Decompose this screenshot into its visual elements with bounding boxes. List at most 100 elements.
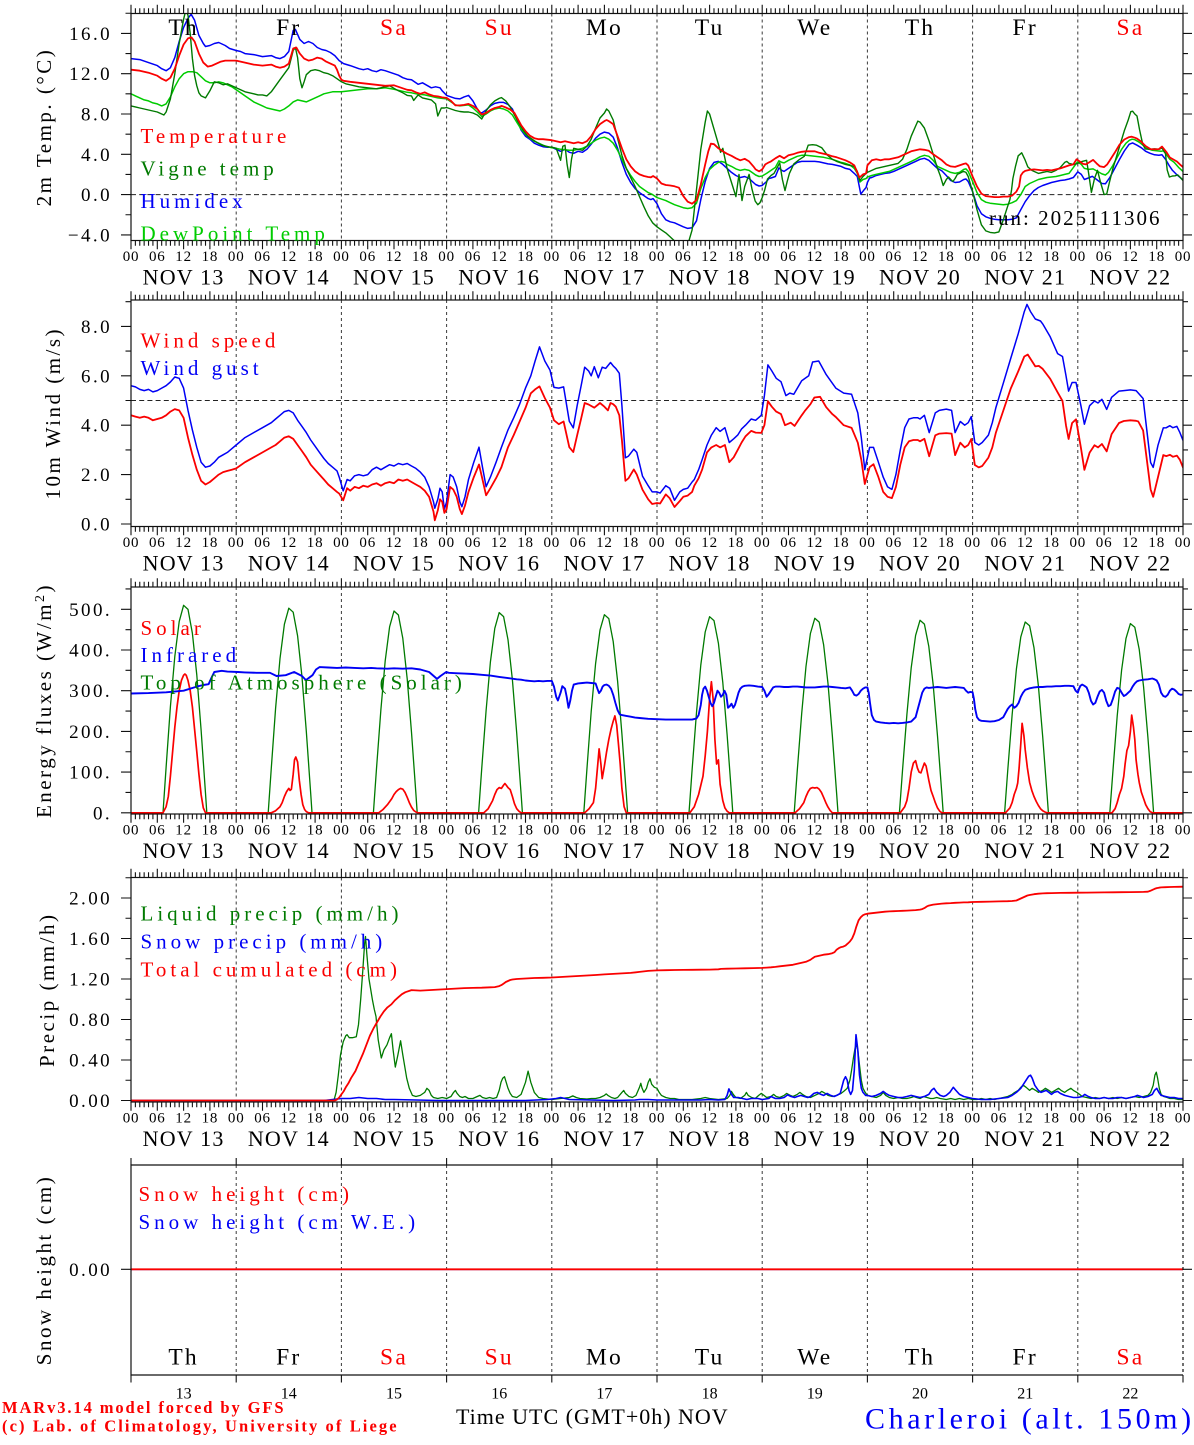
svg-text:Th: Th [168, 15, 199, 41]
svg-text:16.0: 16.0 [69, 24, 112, 45]
svg-text:18: 18 [622, 535, 639, 551]
svg-text:18: 18 [517, 1111, 534, 1127]
svg-text:00: 00 [438, 249, 455, 265]
svg-text:Fr: Fr [276, 15, 301, 41]
svg-text:16: 16 [491, 1386, 507, 1403]
svg-text:00: 00 [543, 1111, 560, 1127]
svg-text:00: 00 [859, 1111, 876, 1127]
svg-text:00: 00 [1069, 535, 1086, 551]
svg-text:00: 00 [1175, 535, 1192, 551]
svg-text:00: 00 [964, 249, 981, 265]
svg-text:100.: 100. [69, 763, 112, 784]
svg-text:NOV 15: NOV 15 [353, 1126, 435, 1151]
svg-text:19: 19 [807, 1386, 823, 1403]
svg-text:Infrared: Infrared [141, 643, 241, 667]
svg-text:06: 06 [1096, 535, 1113, 551]
svg-text:00: 00 [228, 535, 245, 551]
svg-text:22: 22 [1122, 1386, 1138, 1403]
svg-text:06: 06 [780, 823, 797, 839]
svg-text:00: 00 [438, 1111, 455, 1127]
svg-text:200.: 200. [69, 722, 112, 743]
svg-text:NOV 16: NOV 16 [458, 265, 540, 290]
svg-text:Su: Su [485, 1345, 514, 1371]
svg-text:18: 18 [938, 1111, 955, 1127]
svg-text:Snow precip (mm/h): Snow precip (mm/h) [141, 930, 387, 954]
svg-text:18: 18 [1043, 249, 1060, 265]
svg-text:00: 00 [123, 535, 140, 551]
svg-text:06: 06 [991, 249, 1008, 265]
svg-text:12: 12 [280, 823, 297, 839]
svg-text:0.0: 0.0 [81, 185, 112, 206]
svg-text:12: 12 [280, 535, 297, 551]
svg-text:We: We [797, 15, 832, 41]
svg-text:18: 18 [1148, 1111, 1165, 1127]
svg-text:00: 00 [1175, 823, 1192, 839]
svg-text:NOV 19: NOV 19 [774, 265, 856, 290]
svg-text:12: 12 [386, 1111, 403, 1127]
svg-text:18: 18 [307, 535, 324, 551]
svg-text:0.: 0. [93, 803, 112, 824]
svg-text:18: 18 [1148, 249, 1165, 265]
svg-text:10m Wind (m/s): 10m Wind (m/s) [41, 327, 65, 500]
svg-text:00: 00 [754, 249, 771, 265]
svg-text:Sa: Sa [380, 1345, 408, 1371]
svg-text:18: 18 [622, 249, 639, 265]
svg-text:NOV 16: NOV 16 [458, 551, 540, 576]
svg-text:12: 12 [175, 535, 192, 551]
svg-text:06: 06 [149, 249, 166, 265]
svg-text:NOV: NOV [678, 1404, 729, 1429]
svg-text:06: 06 [465, 823, 482, 839]
svg-text:12: 12 [912, 249, 929, 265]
svg-text:18: 18 [307, 1111, 324, 1127]
svg-text:NOV 13: NOV 13 [143, 551, 225, 576]
svg-text:18: 18 [1148, 535, 1165, 551]
svg-text:06: 06 [675, 535, 692, 551]
svg-text:NOV 15: NOV 15 [353, 265, 435, 290]
svg-text:18: 18 [412, 823, 429, 839]
svg-text:18: 18 [517, 823, 534, 839]
svg-text:06: 06 [359, 535, 376, 551]
svg-text:NOV 17: NOV 17 [563, 551, 645, 576]
svg-text:12: 12 [491, 1111, 508, 1127]
svg-text:NOV 14: NOV 14 [248, 838, 330, 863]
svg-text:06: 06 [675, 249, 692, 265]
svg-text:06: 06 [991, 535, 1008, 551]
svg-text:18: 18 [412, 1111, 429, 1127]
svg-text:8.0: 8.0 [81, 105, 112, 126]
svg-text:Sa: Sa [1116, 1345, 1144, 1371]
svg-text:12: 12 [912, 535, 929, 551]
svg-text:00: 00 [333, 1111, 350, 1127]
svg-text:00: 00 [543, 249, 560, 265]
svg-text:00: 00 [123, 1111, 140, 1127]
svg-text:18: 18 [1043, 823, 1060, 839]
svg-text:Liquid precip (mm/h): Liquid precip (mm/h) [141, 902, 403, 926]
svg-text:NOV 15: NOV 15 [353, 551, 435, 576]
svg-text:0.00: 0.00 [69, 1260, 112, 1281]
svg-text:NOV 21: NOV 21 [984, 551, 1066, 576]
svg-text:06: 06 [675, 823, 692, 839]
svg-text:NOV 14: NOV 14 [248, 1126, 330, 1151]
svg-text:18: 18 [202, 823, 219, 839]
svg-text:18: 18 [622, 823, 639, 839]
svg-text:00: 00 [333, 535, 350, 551]
svg-text:06: 06 [570, 1111, 587, 1127]
svg-text:12: 12 [596, 823, 613, 839]
svg-text:12: 12 [596, 535, 613, 551]
svg-text:NOV 21: NOV 21 [984, 1126, 1066, 1151]
svg-text:00: 00 [123, 249, 140, 265]
svg-text:Fr: Fr [1013, 15, 1038, 41]
svg-text:00: 00 [228, 1111, 245, 1127]
svg-text:500.: 500. [69, 600, 112, 621]
svg-text:Sa: Sa [1116, 15, 1144, 41]
svg-text:NOV 20: NOV 20 [879, 1126, 961, 1151]
svg-text:12: 12 [596, 1111, 613, 1127]
svg-text:18: 18 [833, 249, 850, 265]
svg-text:06: 06 [254, 535, 271, 551]
svg-text:12: 12 [1122, 249, 1139, 265]
svg-text:12: 12 [912, 823, 929, 839]
svg-text:00: 00 [333, 823, 350, 839]
svg-text:06: 06 [254, 823, 271, 839]
svg-text:NOV 18: NOV 18 [669, 838, 751, 863]
svg-text:NOV 18: NOV 18 [669, 1126, 751, 1151]
svg-text:Th: Th [905, 15, 936, 41]
